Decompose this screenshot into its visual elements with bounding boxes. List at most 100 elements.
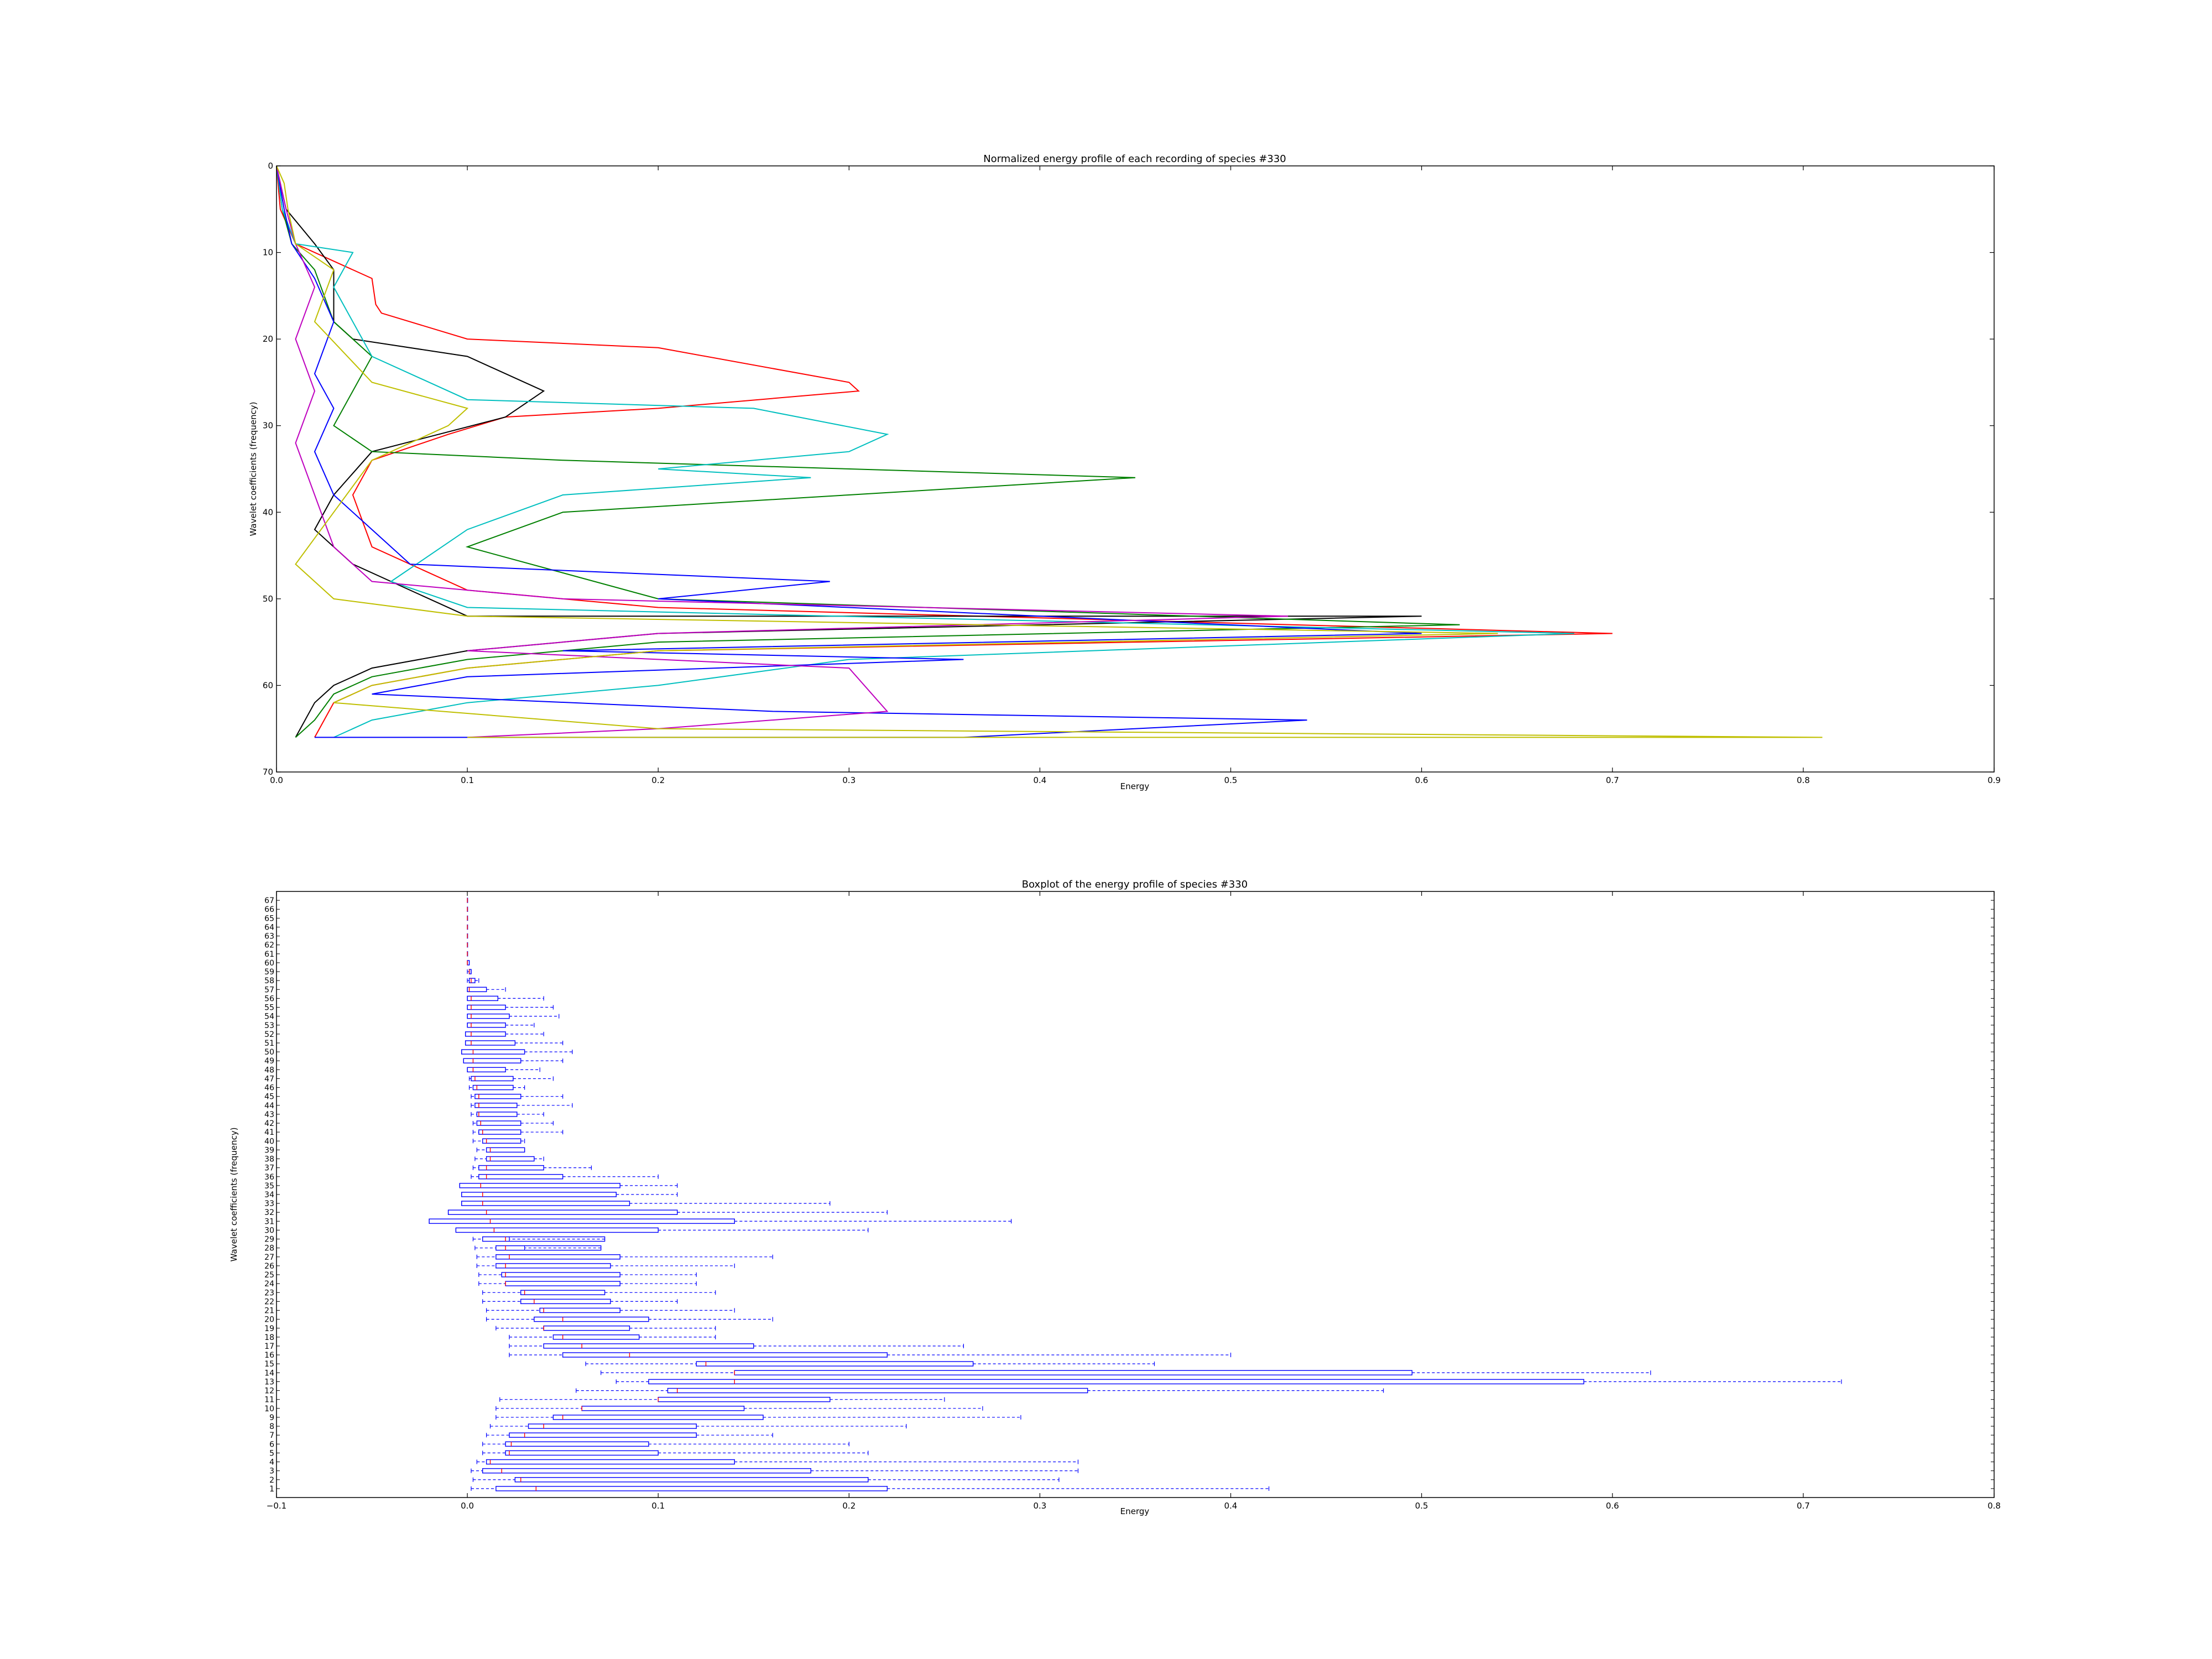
y-tick-label: 41 [264, 1128, 274, 1137]
y-tick-label: 11 [264, 1396, 274, 1405]
box [482, 1138, 521, 1144]
box [447, 1209, 678, 1215]
box [455, 1227, 659, 1233]
box [543, 1343, 754, 1349]
y-tick-label: 8 [269, 1422, 274, 1431]
y-tick-label: 53 [264, 1021, 274, 1030]
box [467, 1013, 510, 1019]
y-tick-label: 22 [264, 1297, 274, 1306]
y-tick-label: 60 [263, 680, 273, 690]
box [465, 1040, 516, 1046]
y-tick-label: 30 [264, 1226, 274, 1235]
y-tick-label: 35 [264, 1182, 274, 1191]
box [520, 1290, 606, 1296]
box [467, 1004, 506, 1010]
box [463, 1058, 521, 1063]
x-tick-label: 0.8 [1987, 1501, 2001, 1511]
y-tick-label: 23 [264, 1288, 274, 1297]
box [476, 1120, 521, 1126]
y-tick-label: 38 [264, 1155, 274, 1164]
y-tick-label: 6 [269, 1440, 274, 1449]
y-tick-label: 52 [264, 1030, 274, 1039]
box [505, 1441, 649, 1447]
box [478, 1165, 544, 1171]
y-tick-label: 18 [264, 1333, 274, 1342]
y-tick-label: 29 [264, 1235, 274, 1244]
y-tick-label: 47 [264, 1074, 274, 1083]
y-axis-label: Wavelet coefficients (frequency) [248, 402, 258, 536]
y-tick-label: 55 [264, 1004, 274, 1013]
y-tick-label: 33 [264, 1199, 274, 1208]
box [467, 1022, 506, 1028]
box [495, 1263, 611, 1269]
box [467, 1067, 506, 1073]
box [472, 1084, 514, 1091]
x-tick-label: 0.2 [651, 775, 665, 785]
box [552, 1415, 764, 1420]
chart-title: Normalized energy profile of each record… [983, 153, 1286, 165]
y-tick-label: 56 [264, 994, 274, 1003]
x-tick-label: 0.1 [461, 775, 474, 785]
y-tick-label: 32 [264, 1208, 274, 1217]
box [562, 1352, 888, 1358]
y-tick-label: 70 [263, 767, 273, 777]
series-line-6 [276, 165, 1288, 738]
box [429, 1218, 735, 1224]
series-line-4 [276, 165, 1574, 738]
box [474, 1103, 518, 1108]
series-group [276, 165, 1823, 738]
y-tick-label: 10 [263, 248, 273, 258]
y-tick-label: 51 [264, 1039, 274, 1048]
y-tick-label: 46 [264, 1084, 274, 1093]
box [478, 1174, 564, 1180]
y-tick-label: 21 [264, 1307, 274, 1316]
box [461, 1201, 630, 1206]
x-tick-label: 0.4 [1034, 775, 1047, 785]
y-tick-label: 24 [264, 1280, 274, 1288]
box [486, 1147, 525, 1153]
ticks-group: 0.0 0.1 0.2 0.3 0.4 0.5 0.6 0.7 0.8 0.9 0 10 20 30 40 5… [263, 161, 2001, 785]
x-tick-label: 0.1 [651, 1501, 665, 1511]
x-axis-label: Energy [1120, 1506, 1150, 1516]
y-tick-label: 43 [264, 1110, 274, 1119]
y-tick-label: 59 [264, 968, 274, 977]
x-tick-label: 0.7 [1606, 775, 1619, 785]
y-tick-label: 3 [269, 1467, 274, 1476]
y-tick-label: 37 [264, 1164, 274, 1173]
x-tick-label: 0.9 [1987, 775, 2001, 785]
y-tick-label: 64 [264, 923, 274, 932]
box [476, 1112, 518, 1117]
x-tick-label: 0.4 [1224, 1501, 1238, 1511]
y-tick-label: 27 [264, 1253, 274, 1262]
y-tick-label: 28 [264, 1244, 274, 1253]
y-tick-label: 48 [264, 1066, 274, 1074]
box [543, 1326, 630, 1331]
y-tick-label: 20 [263, 334, 273, 344]
box [495, 1486, 888, 1491]
y-tick-label: 65 [264, 914, 274, 923]
y-tick-label: 16 [264, 1351, 274, 1360]
y-axis-label: Wavelet coefficients (frequency) [229, 1128, 239, 1262]
y-tick-label: 44 [264, 1102, 274, 1110]
x-tick-label: 0.5 [1224, 775, 1238, 785]
x-tick-label: 0.6 [1606, 1501, 1619, 1511]
box [658, 1396, 831, 1402]
box [696, 1361, 974, 1366]
box [539, 1307, 620, 1313]
box [474, 1093, 521, 1099]
y-tick-label: 49 [264, 1057, 274, 1066]
y-tick-label: 40 [264, 1137, 274, 1146]
box [581, 1406, 745, 1411]
y-tick-label: 17 [264, 1342, 274, 1351]
y-tick-label: 7 [269, 1431, 274, 1440]
y-tick-label: 62 [264, 941, 274, 950]
box [461, 1192, 617, 1197]
y-tick-label: 50 [263, 594, 273, 604]
y-tick-label: 31 [264, 1217, 274, 1226]
y-tick-label: 45 [264, 1093, 274, 1102]
box [505, 1281, 620, 1286]
y-tick-label: 63 [264, 932, 274, 941]
box [486, 1156, 535, 1162]
y-tick-label: 26 [264, 1262, 274, 1271]
